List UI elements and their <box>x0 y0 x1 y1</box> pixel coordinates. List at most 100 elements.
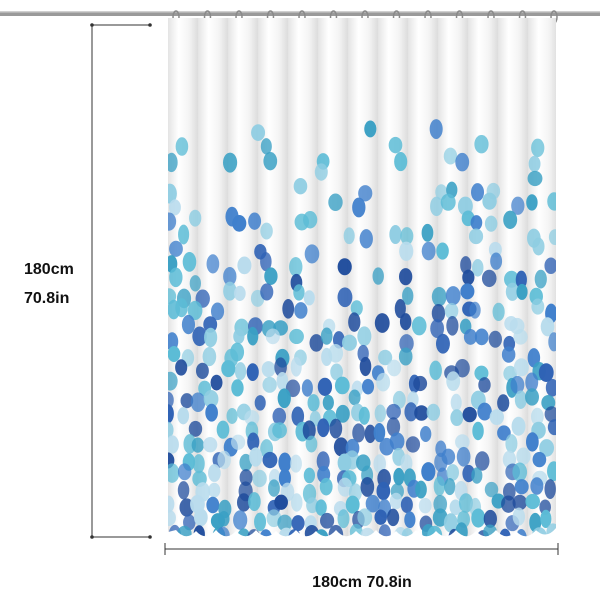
pebble <box>392 390 406 409</box>
pebble <box>539 439 555 457</box>
pebble <box>544 479 556 499</box>
pebble <box>361 378 375 395</box>
pebble <box>168 212 177 231</box>
pebble <box>260 283 274 301</box>
pebble <box>168 524 181 537</box>
pebble <box>443 147 458 165</box>
pebble <box>230 342 245 362</box>
pebble <box>484 481 499 498</box>
pebble <box>547 419 556 436</box>
pebble <box>169 240 183 257</box>
pebble <box>431 303 446 323</box>
pebble <box>177 525 192 537</box>
pebble <box>293 284 305 301</box>
pebble <box>358 406 370 425</box>
pebble <box>315 499 327 516</box>
pebble <box>512 507 526 526</box>
pebble <box>334 376 350 395</box>
pebble <box>386 417 401 437</box>
pebble <box>455 434 470 450</box>
pebble <box>248 212 262 230</box>
pebble <box>274 494 288 510</box>
pebble <box>455 152 470 172</box>
pebble <box>446 315 459 336</box>
pebble <box>290 357 302 377</box>
pebble <box>314 163 328 181</box>
pebble <box>443 513 458 533</box>
pebble <box>532 237 545 256</box>
pebble <box>317 418 330 438</box>
pebble <box>450 393 462 412</box>
pebble <box>421 241 436 261</box>
pebble <box>175 137 189 156</box>
pebble <box>373 423 386 443</box>
pebble <box>534 269 547 289</box>
pebble <box>274 357 287 377</box>
pebble <box>303 467 316 484</box>
pebble <box>329 418 343 439</box>
pebble <box>394 152 408 172</box>
pebble <box>468 228 484 245</box>
pebble <box>168 435 179 454</box>
pebble <box>472 421 484 441</box>
pebble <box>545 378 556 397</box>
pebble <box>189 275 201 292</box>
pebble <box>307 394 320 412</box>
pebble <box>344 450 360 470</box>
pebble <box>484 215 498 232</box>
pebble <box>328 344 344 363</box>
pebble <box>492 302 505 322</box>
pebble <box>374 313 390 333</box>
pebble <box>400 454 413 473</box>
pebble <box>540 509 552 529</box>
pebble <box>226 408 238 424</box>
pebble <box>441 448 456 465</box>
pebble <box>376 372 391 392</box>
pebble <box>374 509 387 525</box>
pebble <box>244 410 260 426</box>
pebble <box>430 319 445 338</box>
pebble <box>260 252 272 272</box>
pebble <box>210 374 223 391</box>
pebble <box>471 467 483 484</box>
pebble <box>512 494 528 511</box>
pebble <box>435 333 450 354</box>
pebble <box>511 196 525 215</box>
width-metric: 180cm <box>312 574 362 591</box>
pebble <box>393 467 405 486</box>
pebble <box>455 522 468 537</box>
pebble <box>512 462 528 482</box>
pebble <box>203 390 219 409</box>
pebble <box>483 524 498 537</box>
pebble <box>277 388 291 409</box>
pebble <box>388 136 403 154</box>
pebble <box>454 358 470 378</box>
pebble <box>303 211 318 229</box>
pebble <box>474 451 490 471</box>
pebble <box>503 210 518 229</box>
pebble <box>277 514 293 532</box>
pebble <box>178 224 190 245</box>
pebble <box>400 227 414 245</box>
pebble <box>208 464 221 482</box>
pebble <box>546 523 556 537</box>
pebble <box>249 447 263 467</box>
pebble <box>489 409 504 426</box>
pebble <box>450 409 464 427</box>
pebble <box>414 405 429 421</box>
pebble <box>386 403 401 420</box>
pebble <box>349 523 363 537</box>
pebble <box>337 509 350 529</box>
pebble <box>389 492 403 510</box>
pebble <box>259 529 272 537</box>
pebble <box>446 464 460 481</box>
pebble <box>182 252 197 272</box>
pebble <box>168 152 178 173</box>
pebble <box>359 356 372 377</box>
pebble <box>538 363 554 382</box>
pebble <box>239 469 253 487</box>
pebble <box>177 481 190 500</box>
pebble <box>399 268 413 286</box>
pebble <box>303 290 315 306</box>
pebble <box>335 404 350 423</box>
